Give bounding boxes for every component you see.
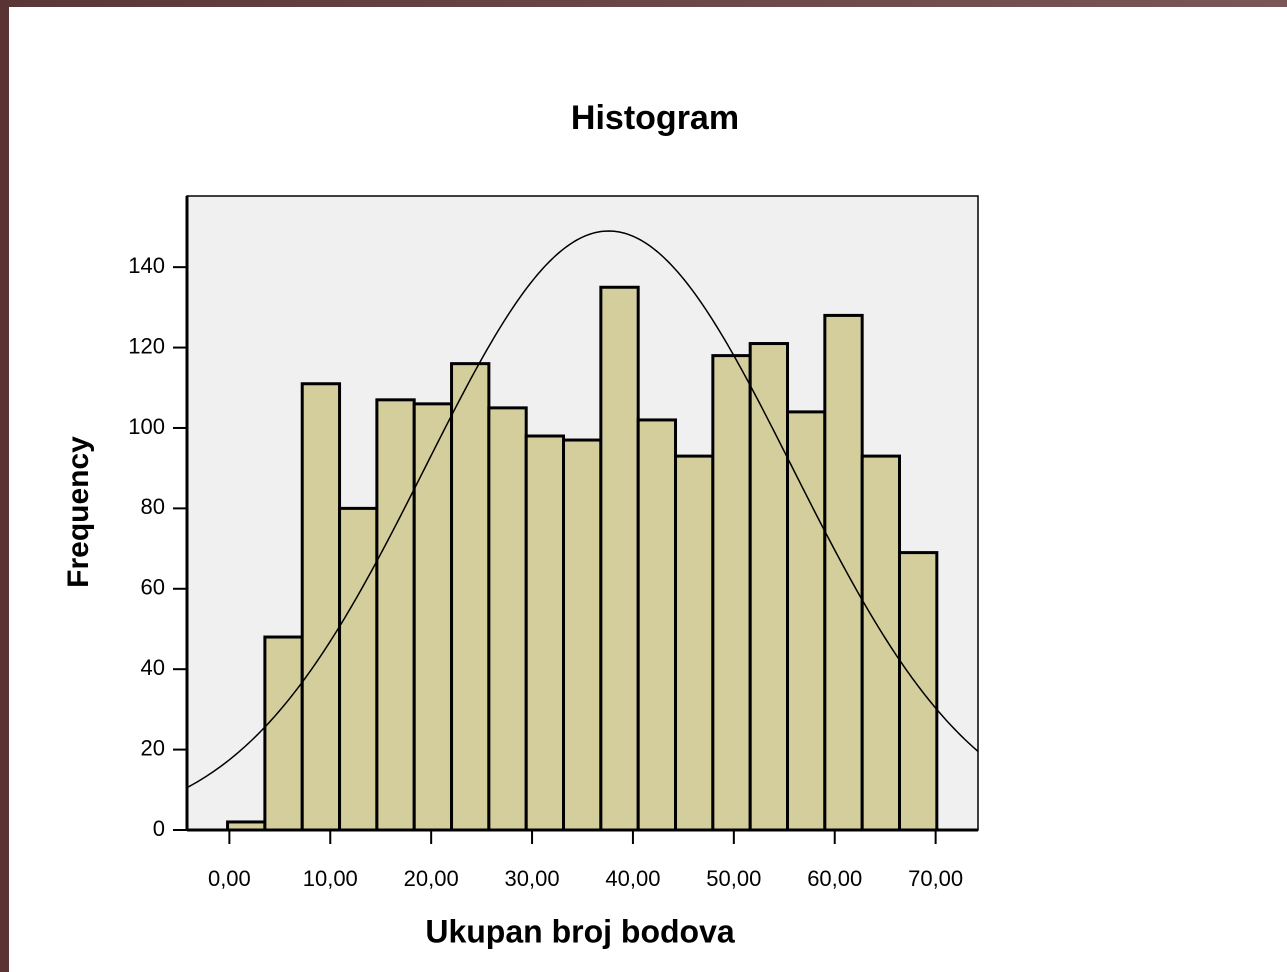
bar xyxy=(599,285,640,832)
bar xyxy=(263,635,304,832)
y-tick-label: 120 xyxy=(128,333,165,358)
bar xyxy=(300,382,342,832)
y-tick-label: 100 xyxy=(128,414,165,439)
x-tick-label: 10,00 xyxy=(303,866,358,891)
y-tick-label: 60 xyxy=(141,575,165,600)
chart-title: Histogram xyxy=(571,99,739,137)
bar xyxy=(748,342,790,832)
x-tick-label: 60,00 xyxy=(807,866,862,891)
bar xyxy=(487,406,528,832)
bar xyxy=(338,506,379,832)
bar xyxy=(711,354,752,832)
x-tick-label: 0,00 xyxy=(208,866,251,891)
y-tick-label: 40 xyxy=(141,655,165,680)
x-tick-label: 20,00 xyxy=(404,866,459,891)
y-axis-title: Frequency xyxy=(62,436,95,588)
bar xyxy=(860,454,902,832)
bar xyxy=(412,402,454,832)
y-tick-label: 0 xyxy=(153,816,165,841)
y-tick-label: 20 xyxy=(141,735,165,760)
frame-left xyxy=(0,0,9,972)
bar xyxy=(562,438,603,832)
x-tick-label: 30,00 xyxy=(505,866,560,891)
bar xyxy=(674,454,715,832)
x-tick-label: 50,00 xyxy=(706,866,761,891)
bar xyxy=(823,313,864,832)
bar xyxy=(636,418,678,832)
bar xyxy=(898,551,939,832)
normal-curve xyxy=(187,230,978,789)
x-tick-label: 40,00 xyxy=(605,866,660,891)
marks xyxy=(187,230,978,832)
bar xyxy=(786,410,827,832)
x-axis-title: Ukupan broj bodova xyxy=(425,913,735,949)
bar xyxy=(450,362,491,832)
bar xyxy=(524,434,566,832)
bar xyxy=(375,398,416,832)
frame-top xyxy=(0,0,1287,7)
y-tick-label: 80 xyxy=(141,494,165,519)
y-tick-label: 140 xyxy=(128,253,165,278)
x-tick-label: 70,00 xyxy=(908,866,963,891)
